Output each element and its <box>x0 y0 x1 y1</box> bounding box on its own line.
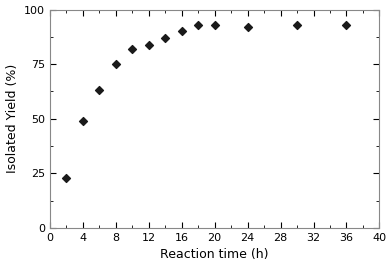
Point <box>113 62 119 66</box>
Point <box>146 42 152 47</box>
Point <box>294 23 300 27</box>
X-axis label: Reaction time (h): Reaction time (h) <box>160 249 269 261</box>
Point <box>179 29 185 34</box>
Point <box>96 88 103 93</box>
Point <box>162 36 169 40</box>
Point <box>195 23 201 27</box>
Point <box>63 176 69 180</box>
Point <box>80 119 86 123</box>
Point <box>245 25 251 29</box>
Y-axis label: Isolated Yield (%): Isolated Yield (%) <box>5 64 18 174</box>
Point <box>343 23 350 27</box>
Point <box>212 23 218 27</box>
Point <box>129 47 136 51</box>
